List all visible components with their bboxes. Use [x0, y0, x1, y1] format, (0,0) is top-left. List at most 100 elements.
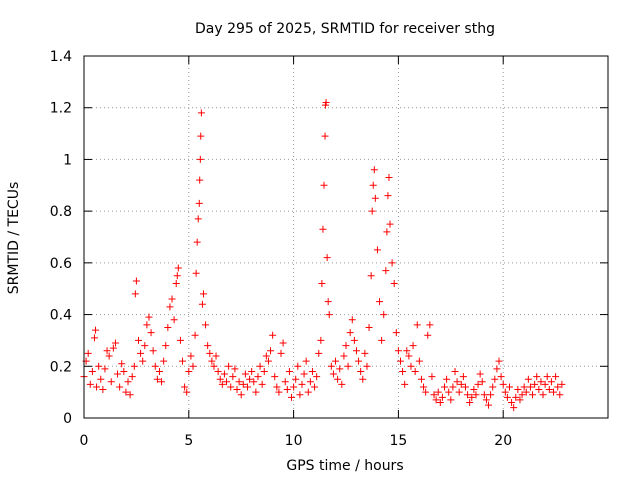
data-point — [324, 298, 332, 306]
data-point — [283, 386, 291, 394]
data-point — [174, 264, 182, 272]
data-point — [254, 373, 262, 381]
data-point — [493, 365, 501, 373]
data-point — [179, 357, 187, 365]
data-point — [522, 388, 530, 396]
data-point — [340, 352, 348, 360]
data-point — [491, 375, 499, 383]
data-point — [241, 370, 249, 378]
data-point — [250, 378, 258, 386]
data-point — [432, 396, 440, 404]
data-point — [248, 367, 256, 375]
data-point — [417, 375, 425, 383]
data-point — [173, 272, 181, 280]
data-point — [388, 259, 396, 267]
data-point — [101, 365, 109, 373]
data-point — [204, 342, 212, 350]
data-point — [531, 380, 539, 388]
data-point — [114, 370, 122, 378]
data-point — [195, 199, 203, 207]
data-point — [126, 391, 134, 399]
data-point — [426, 321, 434, 329]
data-point — [516, 396, 524, 404]
data-point — [220, 370, 228, 378]
data-point — [256, 362, 264, 370]
data-point — [350, 336, 358, 344]
data-point — [216, 375, 224, 383]
data-point — [503, 393, 511, 401]
data-point — [92, 326, 100, 334]
data-point — [459, 373, 467, 381]
data-point — [304, 388, 312, 396]
data-point — [505, 383, 513, 391]
data-point — [139, 357, 147, 365]
data-point — [441, 383, 449, 391]
data-point — [158, 378, 166, 386]
data-point — [321, 132, 329, 140]
data-point — [131, 290, 139, 298]
data-point — [229, 373, 237, 381]
data-point — [359, 375, 367, 383]
data-point — [405, 352, 413, 360]
data-point — [495, 357, 503, 365]
data-point — [385, 174, 393, 182]
data-point — [258, 380, 266, 388]
data-point — [474, 380, 482, 388]
data-point — [380, 311, 388, 319]
data-point — [107, 378, 115, 386]
data-point — [396, 357, 404, 365]
data-point — [480, 391, 488, 399]
data-point — [128, 373, 136, 381]
data-point — [436, 398, 444, 406]
data-point — [447, 396, 455, 404]
data-point — [86, 380, 94, 388]
y-tick-label: 1.2 — [50, 101, 72, 117]
data-point — [189, 362, 197, 370]
data-point — [430, 391, 438, 399]
data-point — [392, 329, 400, 337]
data-point — [468, 393, 476, 401]
data-point — [428, 373, 436, 381]
data-point — [342, 342, 350, 350]
data-point — [470, 386, 478, 394]
data-point — [147, 329, 155, 337]
y-tick-label: 0.6 — [50, 256, 72, 272]
data-point — [478, 378, 486, 386]
data-point — [164, 324, 172, 331]
data-point — [198, 300, 206, 308]
data-point — [320, 181, 328, 189]
x-tick-label: 20 — [494, 433, 512, 449]
data-point — [118, 360, 126, 368]
data-point — [422, 388, 430, 396]
data-point — [141, 342, 149, 350]
data-point — [273, 383, 281, 391]
data-point — [99, 386, 107, 394]
data-point — [482, 396, 490, 404]
data-point — [336, 365, 344, 373]
data-point — [334, 375, 342, 383]
data-point — [403, 347, 411, 355]
data-point — [368, 207, 376, 215]
data-point — [526, 383, 534, 391]
data-point — [317, 336, 325, 344]
data-point — [212, 352, 220, 360]
data-point — [547, 378, 555, 386]
data-point — [457, 380, 465, 388]
data-point — [499, 380, 507, 388]
data-point — [453, 378, 461, 386]
y-tick-label: 0 — [63, 411, 72, 427]
data-point — [383, 228, 391, 236]
data-point — [394, 347, 402, 355]
data-point — [543, 373, 551, 381]
data-point — [533, 373, 541, 381]
data-point — [193, 238, 201, 246]
data-point — [476, 370, 484, 378]
data-point — [191, 331, 199, 339]
data-point — [434, 388, 442, 396]
data-point — [308, 367, 316, 375]
data-point — [166, 303, 174, 311]
data-point — [137, 349, 145, 357]
data-point — [348, 316, 356, 324]
data-point — [512, 393, 520, 401]
